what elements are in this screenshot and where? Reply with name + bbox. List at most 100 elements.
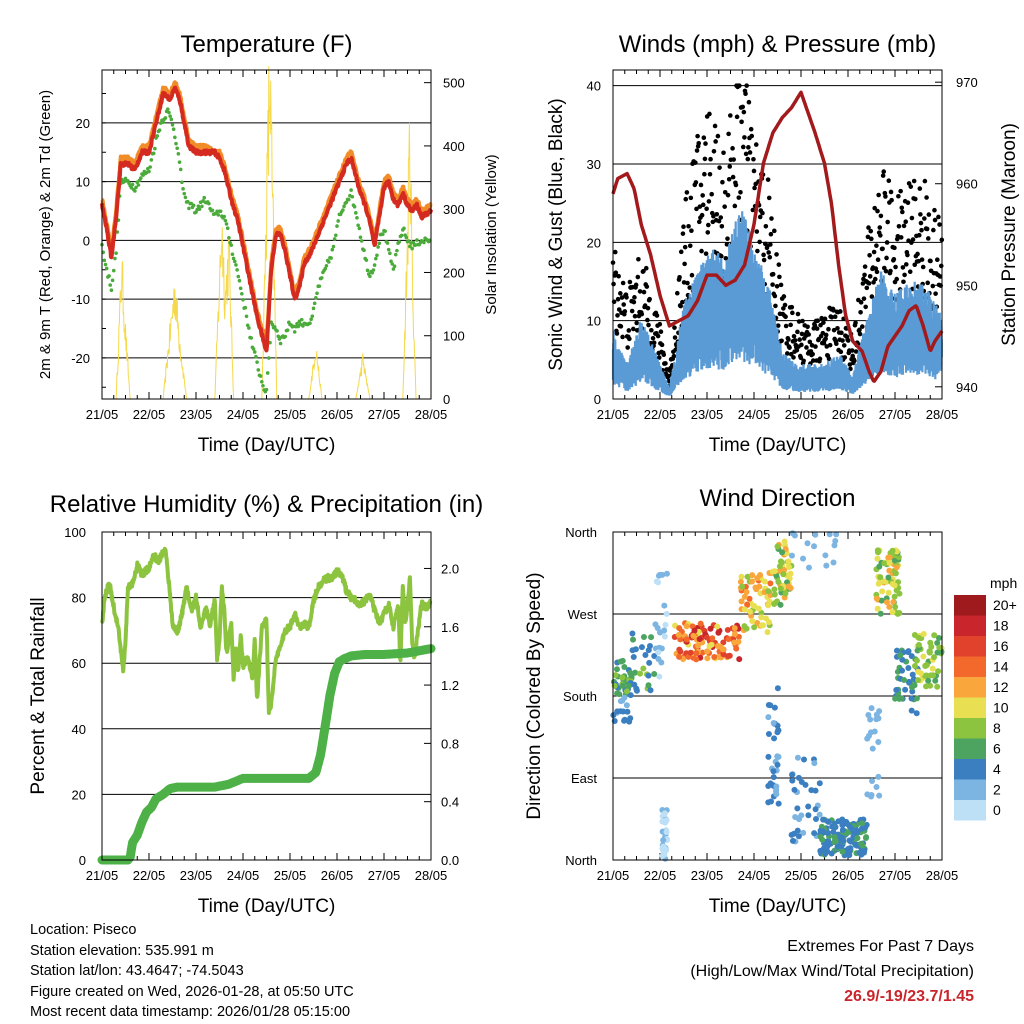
y-tick-label: 0 [83, 233, 90, 248]
plot-frame [612, 531, 943, 861]
direction-point [754, 575, 761, 582]
winds-panel: Winds (mph) & Pressure (mb) 21/05 22/05 23/… [546, 31, 1020, 456]
gust-point [788, 351, 794, 357]
direction-point [896, 590, 903, 597]
y2-tick-label: 1.2 [441, 678, 459, 693]
gust-point [832, 314, 838, 319]
dewpoint-point [107, 274, 111, 278]
direction-point [711, 653, 718, 660]
dewpoint-point [331, 244, 336, 249]
gust-point [706, 222, 711, 228]
gust-point [925, 236, 931, 241]
gust-point [718, 253, 724, 259]
precipitation-line [97, 644, 436, 865]
gust-point [622, 309, 628, 314]
gust-point [892, 245, 897, 251]
x-tick-label: 23/05 [180, 868, 213, 883]
gust-point [774, 284, 780, 289]
direction-point [847, 838, 854, 845]
dewpoint-point [292, 330, 297, 334]
gust-point [888, 189, 894, 195]
direction-point [896, 610, 903, 617]
direction-point [765, 782, 772, 789]
direction-point [775, 727, 782, 734]
x-tick-label: 24/05 [738, 407, 771, 422]
gust-point [786, 337, 791, 342]
dewpoint-point [415, 238, 419, 242]
dewpoint-point [410, 246, 415, 251]
y-axis-label: Sonic Wind & Gust (Blue, Black) [546, 98, 567, 370]
dewpoint-point [317, 284, 322, 288]
direction-point [704, 655, 711, 662]
direction-point [811, 830, 818, 837]
gust-point [695, 133, 700, 139]
direction-point [780, 571, 787, 578]
direction-point [794, 805, 801, 812]
dewpoint-point [393, 252, 398, 257]
dewpoint-point [170, 123, 175, 127]
direction-point [839, 848, 846, 855]
direction-point [651, 652, 658, 659]
direction-point [633, 687, 640, 694]
gust-point [866, 281, 872, 286]
gust-point [728, 113, 733, 118]
y-tick-label: North [565, 525, 597, 540]
y-tick-label: 100 [64, 525, 86, 540]
gust-point [721, 150, 726, 156]
legend-swatch [954, 615, 986, 636]
direction-point [893, 686, 900, 693]
direction-point [720, 646, 727, 653]
gust-point [743, 151, 749, 157]
direction-point [751, 602, 758, 609]
direction-point [782, 590, 789, 597]
dewpoint-point [399, 233, 404, 238]
gust-point [615, 296, 621, 302]
location-text: Location: Piseco [30, 922, 137, 938]
dewpoint-point [314, 295, 318, 300]
gust-point [687, 243, 693, 249]
direction-point [630, 654, 637, 661]
y2-tick-label: 400 [443, 139, 465, 154]
direction-point [873, 784, 880, 791]
dewpoint-point [247, 326, 251, 330]
direction-point [774, 685, 781, 692]
gust-point [696, 219, 702, 225]
direction-point [879, 588, 886, 595]
dewpoint-point [218, 209, 223, 214]
gust-point [835, 325, 840, 331]
y2-tick-label: 970 [956, 75, 978, 90]
dewpoint-point [166, 107, 170, 111]
gust-point [611, 281, 616, 287]
gust-point [707, 111, 712, 117]
direction-point [930, 672, 937, 679]
direction-point [839, 826, 846, 833]
gust-point [872, 205, 877, 211]
gust-point [612, 249, 618, 255]
y2-axis-label: Station Pressure (Maroon) [999, 123, 1020, 346]
gust-point [738, 189, 743, 195]
gust-point [820, 330, 826, 336]
gust-point [743, 91, 748, 97]
gust-point [634, 320, 639, 326]
dewpoint-point [111, 268, 116, 273]
dewpoint-point [229, 243, 234, 247]
gust-point [901, 223, 907, 229]
direction-point [663, 610, 670, 617]
gust-point [834, 341, 839, 347]
gust-point [700, 193, 705, 198]
dewpoint-point [258, 374, 263, 378]
gust-point [800, 318, 805, 324]
direction-point [875, 739, 882, 746]
dewpoint-point [391, 267, 396, 271]
direction-point [777, 558, 784, 565]
dewpoint-point [336, 219, 340, 223]
gust-point [717, 165, 722, 170]
y2-tick-label: 200 [443, 265, 465, 280]
direction-point [676, 625, 683, 632]
dewpoint-point [169, 117, 174, 122]
direction-point [936, 644, 943, 651]
y-tick-label: East [571, 771, 597, 786]
gust-point [829, 314, 835, 320]
gust-point [624, 295, 629, 300]
direction-point [677, 648, 684, 655]
